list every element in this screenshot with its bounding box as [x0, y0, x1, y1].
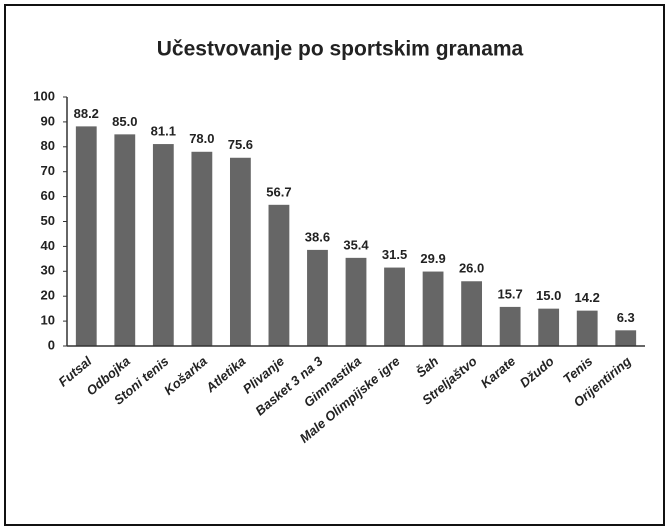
bar: [499, 306, 521, 346]
value-label: 6.3: [617, 310, 635, 325]
value-label: 14.2: [575, 290, 600, 305]
y-tick-label: 40: [41, 238, 55, 253]
y-tick-label: 70: [41, 163, 55, 178]
value-label: 85.0: [112, 114, 137, 129]
value-label: 88.2: [74, 106, 99, 121]
bar: [345, 257, 367, 346]
chart-title: Učestvovanje po sportskim granama: [157, 38, 524, 61]
y-tick-label: 100: [33, 88, 55, 103]
bar: [384, 267, 405, 346]
y-tick-label: 90: [41, 113, 55, 128]
y-tick-label: 10: [41, 313, 55, 328]
y-tick-label: 30: [41, 263, 55, 278]
bar: [307, 249, 328, 346]
value-label: 15.7: [497, 286, 522, 301]
value-label: 15.0: [536, 288, 561, 303]
y-tick-label: 60: [41, 188, 55, 203]
bar: [615, 330, 637, 346]
value-label: 81.1: [151, 123, 176, 138]
value-label: 26.0: [459, 261, 484, 276]
y-tick-label: 20: [41, 288, 55, 303]
bar: [576, 310, 598, 346]
value-label: 29.9: [420, 251, 445, 266]
value-label: 38.6: [305, 229, 330, 244]
bar: [268, 204, 290, 346]
y-tick-label: 0: [48, 337, 55, 352]
value-label: 75.6: [228, 137, 253, 152]
bar: [229, 157, 251, 346]
value-label: 56.7: [266, 184, 291, 199]
bar: [422, 271, 444, 346]
bar: [114, 134, 136, 346]
bar: [461, 281, 483, 346]
bar: [191, 151, 213, 346]
y-tick-label: 80: [41, 138, 55, 153]
frame: [4, 4, 665, 526]
value-label: 31.5: [382, 247, 407, 262]
bar: [152, 144, 174, 346]
bar: [75, 126, 97, 346]
value-label: 78.0: [189, 131, 214, 146]
y-tick-label: 50: [41, 213, 55, 228]
value-label: 35.4: [343, 237, 369, 252]
bar: [538, 308, 560, 346]
